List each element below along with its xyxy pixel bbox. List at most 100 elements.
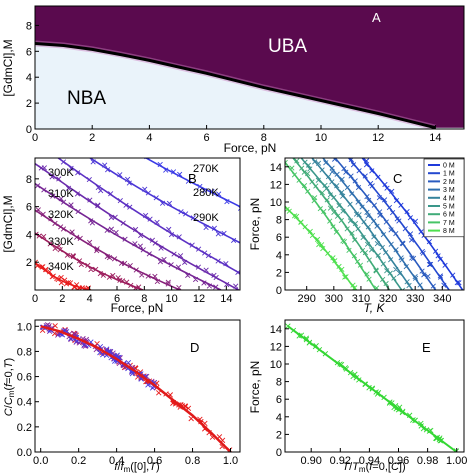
panel-d-axes: 0.0 0.2 0.4 0.6 0.8 1.0 0.0 0.2 0.4 0.6 0.8 1.0 [17,321,238,467]
panel-c-line-2M [334,158,437,290]
panel-c-y-tick-label: 4 [276,250,282,262]
panel-a-ylabel: [GdmCl],M [1,39,15,96]
panel-c-legend-label: 7 M [443,220,455,227]
panel-b-line-280K [88,158,240,244]
panel-b-x-tick-label: 14 [220,293,232,305]
panel-c-line-7M [285,161,377,290]
panel-d-y-tick-label: 0.2 [17,422,32,434]
panel-b-curve-label: 280K [193,187,219,199]
panel-b-x-tick-label: 6 [114,293,120,305]
panel-b-curve-label: 320K [48,209,74,221]
panel-b-x-tick-label: 0 [32,293,38,305]
panel-d-x-tick-label: 0.8 [185,455,200,467]
panel-c-line-5M [300,158,403,290]
panel-e-x-tick-label: 0.92 [330,455,351,467]
panel-d-label: D [190,340,199,355]
panel-b-line-300K [35,162,239,290]
panel-e: 0.90 0.92 0.94 0.96 0.98 1.00 0 2 4 6 8 10 12 14 E T/… [248,319,468,474]
panel-e-fit-line [287,325,458,452]
panel-b-curve-label: 340K [48,261,74,273]
panel-c-axes: 290 300 310 320 330 340 0 2 4 6 8 10 12 14 [270,162,452,305]
panel-d-x-tick-label: 0.0 [33,455,48,467]
panel-a-x-tick-label: 2 [89,132,95,144]
panel-b-x-tick-label: 2 [59,293,65,305]
panel-c-y-tick-label: 6 [276,232,282,244]
panel-c-legend-label: 8 M [443,228,455,235]
panel-c-legend-label: 1 M [443,171,455,178]
panel-b-label: B [188,171,197,186]
panel-a-y-tick-label: 6 [26,46,32,58]
panel-b-x-tick-label: 4 [87,293,93,305]
panel-d-fit-line [40,325,232,452]
panel-b-curve-label: 270K [193,163,219,175]
panel-d-x-tick-label: 1.0 [223,455,238,467]
panel-b-line-290K [56,158,240,274]
panel-c-y-tick-label: 2 [276,267,282,279]
panel-e-label: E [422,340,431,355]
panel-c-legend-label: 2 M [443,179,455,186]
panel-b: 0 2 4 6 8 10 12 14 2 4 6 8 270K 280K 290K 300K 310K 320K… [1,157,241,315]
panel-d-y-tick-label: 1.0 [17,321,32,333]
panel-b-series [35,158,240,290]
panel-c-y-tick-label: 0 [276,285,282,297]
panel-e-y-tick-label: 8 [276,377,282,389]
panel-a-x-tick-label: 0 [32,132,38,144]
panel-b-axes: 0 2 4 6 8 10 12 14 2 4 6 8 [26,174,233,305]
panel-a-y-tick-label: 0 [26,124,32,136]
panel-a-xlabel: Force, pN [224,141,277,155]
panel-d-y-tick-label: 0.4 [17,397,32,409]
panel-b-x-tick-label: 10 [166,293,178,305]
panel-e-xlabel: T/Tm(f=0,[C]) [342,461,405,474]
panel-b-y-tick-label: 2 [26,257,32,269]
panel-a-x-tick-label: 6 [204,132,210,144]
panel-a-x-tick-label: 14 [429,132,441,144]
panel-d-xlabel: f/fm([0],T) [114,461,159,474]
panel-c-y-tick-label: 14 [270,162,282,174]
panel-c-y-tick-label: 8 [276,215,282,227]
panel-a-x-tick-label: 8 [261,132,267,144]
panel-d-x-tick-label: 0.6 [147,455,162,467]
panel-e-axes: 0.90 0.92 0.94 0.96 0.98 1.00 0 2 4 6 8 10 12 14 [270,324,468,467]
panel-c-x-tick-label: 340 [433,293,451,305]
panel-e-ylabel: Force, pN [248,361,262,414]
panel-b-x-tick-label: 12 [193,293,205,305]
panel-c-line-6M [292,158,391,290]
panel-b-background [35,158,240,290]
panel-e-x-tick-label: 0.96 [388,455,409,467]
panel-d-y-tick-label: 0.6 [17,372,32,384]
panel-b-curve-label: 290K [193,212,219,224]
panel-b-curve-label: 300K [48,167,74,179]
panel-c-line-0M [361,158,464,290]
panel-b-y-tick-label: 6 [26,202,32,214]
panel-a-x-tick-label: 12 [372,132,384,144]
region-label-uba: UBA [268,36,307,57]
panel-c-legend-label: 6 M [443,212,455,219]
panel-c-legend: 0 M1 M2 M3 M4 M 5 M6 M7 M8 M [423,158,465,238]
panel-b-line-270K [144,158,240,208]
panel-d-x-tick-label: 0.2 [71,455,86,467]
panel-b-line-340K [35,262,92,290]
panel-d-y-tick-label: 0.0 [17,447,32,459]
panel-d-x-tick-label: 0.4 [109,455,124,467]
panel-e-y-tick-label: 12 [270,341,282,353]
panel-d-frame [34,319,241,453]
panel-e-frame [284,319,465,453]
panel-b-y-tick-label: 8 [26,174,32,186]
panel-a: 0 2 4 6 8 10 12 14 0 2 4 6 8 A UBA NBA Force, pN [Gd… [1,5,465,155]
panel-d-y-tick-label: 0.8 [17,346,32,358]
panel-e-y-tick-label: 0 [276,447,282,459]
panel-d-ylabel: C/Cm(f=0,T) [3,358,16,416]
panel-a-axes: 0 2 4 6 8 10 12 14 0 2 4 6 8 [26,20,442,144]
panel-c-y-tick-label: 12 [270,179,282,191]
panel-c-line-4M [311,158,414,290]
panel-b-xlabel: Force, pN [111,301,164,315]
panel-e-x-tick-label: 0.90 [300,455,321,467]
panel-d: 0.0 0.2 0.4 0.6 0.8 1.0 0.0 0.2 0.4 0.6 0.8 1.0 D f… [3,319,241,474]
panel-a-boundary-line [35,42,436,129]
panel-b-curve-labels: 270K 280K 290K 300K 310K 320K 330K 340K [48,163,219,273]
panel-b-ylabel: [GdmCl],M [1,195,15,252]
panel-a-x-tick-label: 10 [315,132,327,144]
region-label-nba: NBA [67,88,106,109]
panel-b-line-320K [35,209,181,290]
panel-b-y-tick-label: 4 [26,229,32,241]
